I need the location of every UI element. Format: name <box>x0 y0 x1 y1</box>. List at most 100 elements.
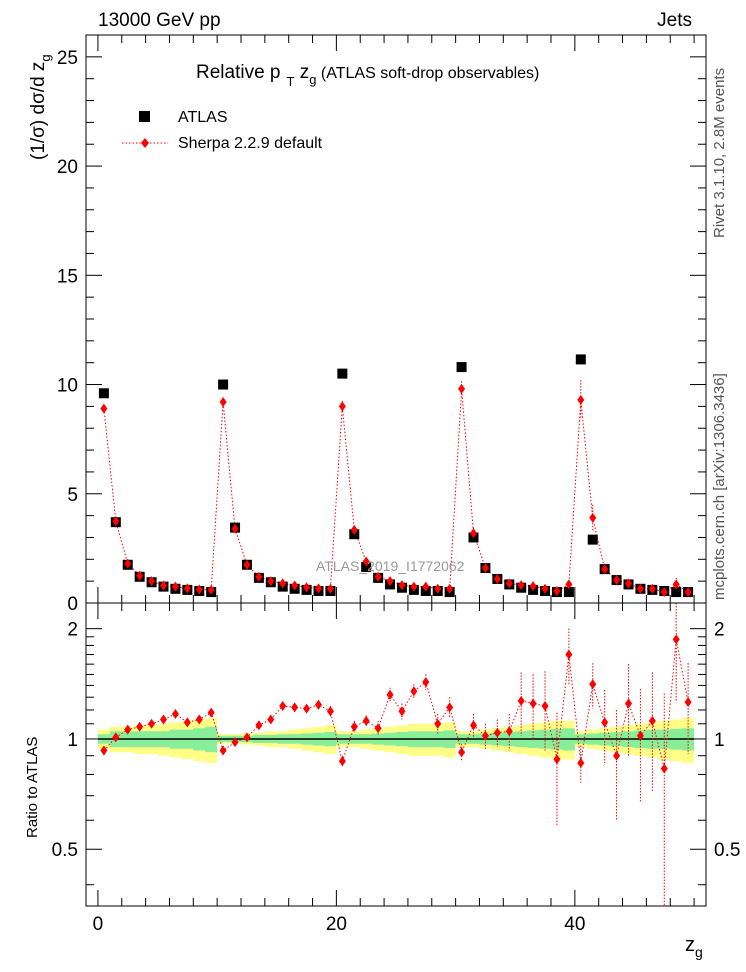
sherpa-point <box>267 576 275 587</box>
sherpa-point <box>493 573 501 584</box>
ratio-sherpa-point <box>267 714 275 725</box>
ratio-sherpa-point <box>279 701 287 712</box>
plot-title: Relative p T zg (ATLAS soft-drop observab… <box>196 62 539 89</box>
ratio-sherpa-point <box>493 727 501 738</box>
ratio-sherpa-point <box>207 707 215 718</box>
ratio-sherpa-point <box>470 720 477 731</box>
atlas-point <box>563 587 574 598</box>
sherpa-point <box>350 524 358 535</box>
sherpa-point <box>613 575 621 586</box>
sherpa-point <box>136 570 144 581</box>
ratio-sherpa-point <box>338 756 346 767</box>
sherpa-point <box>553 585 561 596</box>
sherpa-point <box>279 578 287 589</box>
sherpa-point <box>386 576 394 587</box>
ylabel-sub: g <box>38 54 53 61</box>
ratio-sherpa-point <box>481 730 489 741</box>
x-axis-label: zg <box>685 934 703 960</box>
sherpa-point <box>219 397 227 408</box>
ratio-sherpa-point <box>505 726 513 737</box>
title-post: (ATLAS soft-drop observables) <box>316 65 539 82</box>
sherpa-point <box>684 587 692 598</box>
sherpa-point <box>589 512 597 523</box>
ratio-sherpa-point <box>195 714 203 725</box>
ratio-sherpa-line <box>103 639 689 769</box>
sherpa-point <box>374 571 382 582</box>
sherpa-point <box>362 556 370 567</box>
sherpa-point <box>303 582 311 593</box>
sherpa-point <box>231 523 239 534</box>
analysis-watermark: ATLAS_2019_I1772062 <box>316 558 465 574</box>
ratio-sherpa-point <box>648 715 656 726</box>
ratio-sherpa-point <box>529 698 537 709</box>
ratio-y-label: Ratio to ATLAS <box>24 737 41 838</box>
ratio-sherpa-point <box>100 745 108 756</box>
ratio-y-tick-label: 2 <box>67 620 78 641</box>
ratio-sherpa-point <box>148 718 156 729</box>
ratio-sherpa-point <box>171 708 179 719</box>
x-tick-label: 0 <box>93 914 104 935</box>
atlas-point <box>671 587 682 598</box>
ratio-y-tick-label: 0.5 <box>52 840 78 861</box>
ratio-sherpa-point <box>315 699 322 710</box>
ratio-sherpa-point <box>362 715 370 726</box>
ratio-sherpa-point <box>660 763 668 774</box>
sherpa-point <box>481 563 489 574</box>
legend-atlas-marker <box>139 111 150 122</box>
ratio-panel: 0.5 0.51 12 20 20 40 Ratio to ATLAS zg <box>24 602 740 960</box>
sherpa-point <box>160 580 167 591</box>
ratio-y-tick-label-right: 0.5 <box>714 840 740 861</box>
sherpa-point <box>672 579 680 590</box>
ratio-sherpa-point <box>398 706 406 717</box>
sherpa-point <box>410 581 418 592</box>
ratio-sherpa-point <box>446 702 454 713</box>
sherpa-point <box>577 394 585 405</box>
ratio-sherpa-point <box>410 686 418 697</box>
ylabel-main: (1/σ) dσ/d z <box>28 62 49 160</box>
ratio-sherpa-point <box>303 703 311 714</box>
atlas-point <box>337 368 348 379</box>
main-y-tick-label: 15 <box>57 266 78 287</box>
ratio-sherpa-point <box>219 745 227 756</box>
ratio-sherpa-point <box>672 634 680 645</box>
sherpa-point <box>434 583 442 594</box>
ratio-sherpa-point <box>386 689 394 700</box>
sherpa-point <box>326 583 334 594</box>
sherpa-point <box>183 583 191 594</box>
sherpa-point <box>171 581 179 592</box>
ratio-y-tick-label: 1 <box>67 730 78 751</box>
sherpa-point <box>124 558 132 569</box>
main-y-tick-label: 5 <box>67 485 78 506</box>
ratio-sherpa-point <box>636 730 644 741</box>
sherpa-point <box>565 579 573 590</box>
sherpa-point <box>505 578 513 589</box>
ratio-sherpa-point <box>565 649 573 660</box>
atlas-point <box>575 354 586 365</box>
ratio-sherpa-point <box>243 732 251 743</box>
sherpa-point <box>601 564 609 575</box>
ratio-sherpa-point <box>553 754 561 765</box>
sherpa-point <box>458 383 466 394</box>
ratio-sherpa-point <box>613 750 621 761</box>
category-label: Jets <box>657 10 692 31</box>
atlas-point <box>587 534 598 545</box>
atlas-point <box>361 561 372 572</box>
xlabel-sub: g <box>695 944 703 960</box>
sherpa-point <box>636 583 644 594</box>
ratio-sherpa-point <box>326 706 334 717</box>
sherpa-point <box>207 584 215 595</box>
x-tick-label: 40 <box>564 914 585 935</box>
sherpa-point <box>338 401 346 412</box>
title-mid: z <box>294 62 309 83</box>
title-pre: Relative p <box>196 62 281 83</box>
ratio-sherpa-point <box>601 717 609 728</box>
legend-atlas-label: ATLAS <box>178 109 228 126</box>
sherpa-point <box>112 516 120 527</box>
ratio-y-tick-label-right: 1 <box>714 730 725 751</box>
sherpa-point <box>195 584 203 595</box>
title-sub1: T <box>287 74 295 89</box>
sherpa-point <box>148 576 156 587</box>
rivet-label: Rivet 3.1.10, 2.8M events <box>711 68 728 238</box>
main-y-tick-label: 25 <box>57 48 78 69</box>
